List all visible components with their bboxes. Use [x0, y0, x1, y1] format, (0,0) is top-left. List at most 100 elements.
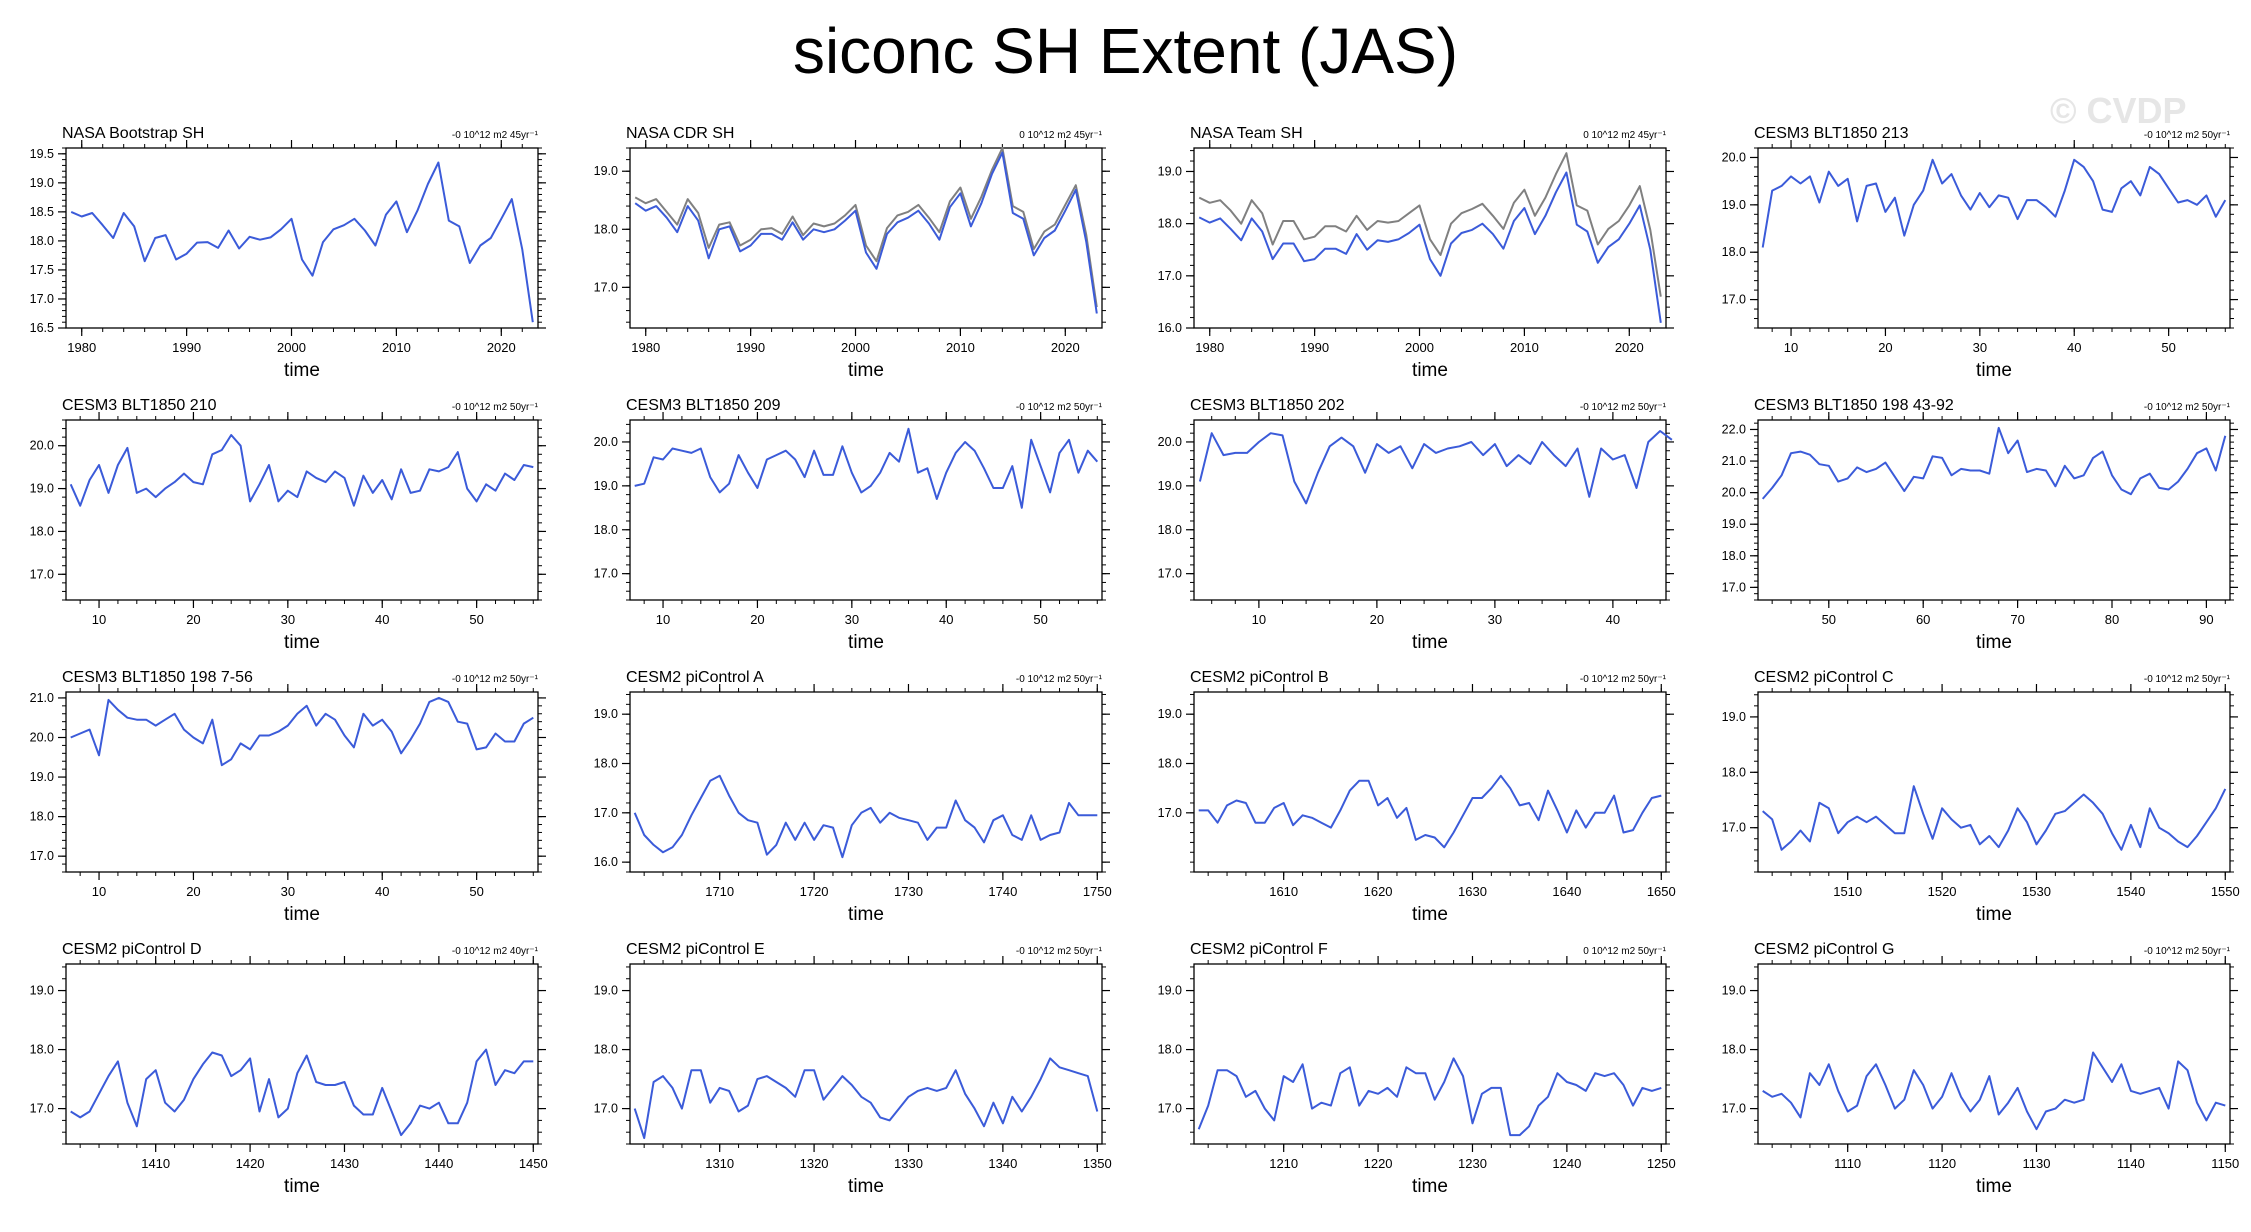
y-tick-label: 19.0 — [1722, 517, 1746, 531]
x-tick-label: 10 — [656, 612, 670, 627]
y-tick-label: 17.5 — [30, 263, 54, 277]
x-axis-label: time — [848, 904, 884, 925]
x-tick-label: 1750 — [1083, 884, 1112, 899]
y-tick-label: 19.0 — [30, 176, 54, 190]
x-tick-label: 50 — [1033, 612, 1047, 627]
series-line — [1762, 785, 2227, 851]
x-tick-label: 2020 — [1051, 340, 1080, 355]
x-tick-label: 1990 — [736, 340, 765, 355]
series-line — [1198, 171, 1662, 323]
x-tick-label: 10 — [1252, 612, 1266, 627]
x-axis-label: time — [1976, 632, 2012, 653]
chart-panel: NASA Bootstrap SH -0 10^12 m2 45yr⁻¹ 16.5 1… — [30, 125, 546, 381]
x-tick-label: 1710 — [705, 884, 734, 899]
y-tick-label: 20.0 — [30, 439, 54, 453]
y-tick-label: 17.0 — [30, 849, 54, 863]
y-tick-label: 18.5 — [30, 205, 54, 219]
x-axis-label: time — [284, 360, 320, 381]
y-tick-label: 17.0 — [594, 567, 618, 581]
y-tick-label: 20.0 — [1158, 435, 1182, 449]
x-tick-label: 1990 — [1300, 340, 1329, 355]
x-tick-label: 1210 — [1269, 1156, 1298, 1171]
chart-panel: NASA CDR SH 0 10^12 m2 45yr⁻¹ 17.0 18.0 19.0… — [594, 125, 1110, 381]
chart-panel: CESM2 piControl C -0 10^12 m2 50yr⁻¹ 17.0 1… — [1722, 669, 2240, 925]
cvdp-watermark: © CVDP — [2050, 90, 2187, 131]
x-tick-label: 2000 — [277, 340, 306, 355]
plot-frame — [1193, 419, 1667, 601]
panel-title: CESM2 piControl D — [62, 941, 202, 958]
x-tick-label: 1610 — [1269, 884, 1298, 899]
y-tick-label: 18.0 — [30, 1043, 54, 1057]
x-axis-label: time — [284, 1176, 320, 1197]
x-tick-label: 1650 — [1647, 884, 1676, 899]
series-line — [634, 427, 1099, 509]
y-tick-label: 20.0 — [1722, 486, 1746, 500]
x-tick-label: 1340 — [988, 1156, 1017, 1171]
series-line — [1198, 774, 1662, 849]
y-tick-label: 19.0 — [1158, 479, 1182, 493]
figure-title: siconc SH Extent (JAS) — [792, 15, 1459, 87]
x-tick-label: 2010 — [946, 340, 975, 355]
panel-title: CESM2 piControl C — [1754, 669, 1894, 686]
trend-label: -0 10^12 m2 50yr⁻¹ — [1016, 402, 1103, 413]
y-tick-label: 18.0 — [1158, 757, 1182, 771]
x-tick-label: 1520 — [1928, 884, 1957, 899]
x-tick-label: 20 — [1370, 612, 1384, 627]
x-tick-label: 1110 — [1834, 1156, 1861, 1171]
x-tick-label: 1310 — [705, 1156, 734, 1171]
x-tick-label: 1640 — [1552, 884, 1581, 899]
panel-title: CESM3 BLT1850 198 7-56 — [62, 669, 253, 686]
panel-title: CESM2 piControl F — [1190, 941, 1328, 958]
x-tick-label: 2000 — [841, 340, 870, 355]
chart-panel: CESM2 piControl D -0 10^12 m2 40yr⁻¹ 17.0 1… — [30, 941, 548, 1197]
x-tick-label: 60 — [1916, 612, 1930, 627]
x-tick-label: 1120 — [1928, 1156, 1956, 1171]
panel-title: CESM3 BLT1850 213 — [1754, 125, 1909, 142]
series-line — [634, 151, 1098, 314]
panel-title: CESM2 piControl E — [626, 941, 765, 958]
x-axis-label: time — [848, 632, 884, 653]
x-tick-label: 1980 — [631, 340, 660, 355]
x-tick-label: 2010 — [1510, 340, 1539, 355]
x-axis-label: time — [848, 1176, 884, 1197]
plot-frame — [1193, 691, 1667, 873]
x-tick-label: 40 — [375, 884, 389, 899]
y-tick-label: 18.0 — [594, 222, 618, 236]
x-tick-label: 1150 — [2211, 1156, 2239, 1171]
y-tick-label: 19.0 — [1158, 164, 1182, 178]
x-tick-label: 20 — [750, 612, 764, 627]
trend-label: -0 10^12 m2 50yr⁻¹ — [2144, 402, 2231, 413]
x-tick-label: 20 — [186, 612, 200, 627]
panel-title: CESM3 BLT1850 198 43-92 — [1754, 397, 1954, 414]
x-tick-label: 1630 — [1458, 884, 1487, 899]
plot-frame — [1757, 963, 2231, 1145]
y-tick-label: 17.0 — [1722, 580, 1746, 594]
trend-label: -0 10^12 m2 50yr⁻¹ — [1580, 402, 1667, 413]
chart-panel: CESM2 piControl E -0 10^12 m2 50yr⁻¹ 17.0 1… — [594, 941, 1112, 1197]
y-tick-label: 20.0 — [594, 435, 618, 449]
panel-title: CESM2 piControl G — [1754, 941, 1895, 958]
x-tick-label: 1350 — [1083, 1156, 1112, 1171]
x-tick-label: 1440 — [424, 1156, 453, 1171]
trend-label: 0 10^12 m2 50yr⁻¹ — [1583, 946, 1666, 957]
x-tick-label: 1620 — [1364, 884, 1393, 899]
y-tick-label: 17.0 — [594, 806, 618, 820]
x-tick-label: 1420 — [236, 1156, 265, 1171]
x-tick-label: 1720 — [800, 884, 829, 899]
y-tick-label: 19.0 — [594, 164, 618, 178]
x-tick-label: 50 — [1822, 612, 1836, 627]
series-line — [1197, 1057, 1662, 1137]
x-tick-label: 1230 — [1458, 1156, 1487, 1171]
x-tick-label: 1550 — [2211, 884, 2240, 899]
x-axis-label: time — [1976, 1176, 2012, 1197]
chart-panel: CESM2 piControl A -0 10^12 m2 50yr⁻¹ 16.0 1… — [594, 669, 1112, 925]
y-tick-label: 17.0 — [30, 1102, 54, 1116]
y-tick-label: 17.0 — [30, 567, 54, 581]
trend-label: -0 10^12 m2 50yr⁻¹ — [2144, 674, 2231, 685]
x-tick-label: 2000 — [1405, 340, 1434, 355]
x-tick-label: 1730 — [894, 884, 923, 899]
y-tick-label: 18.0 — [1158, 217, 1182, 231]
series-line — [1198, 430, 1673, 505]
y-tick-label: 17.0 — [594, 280, 618, 294]
